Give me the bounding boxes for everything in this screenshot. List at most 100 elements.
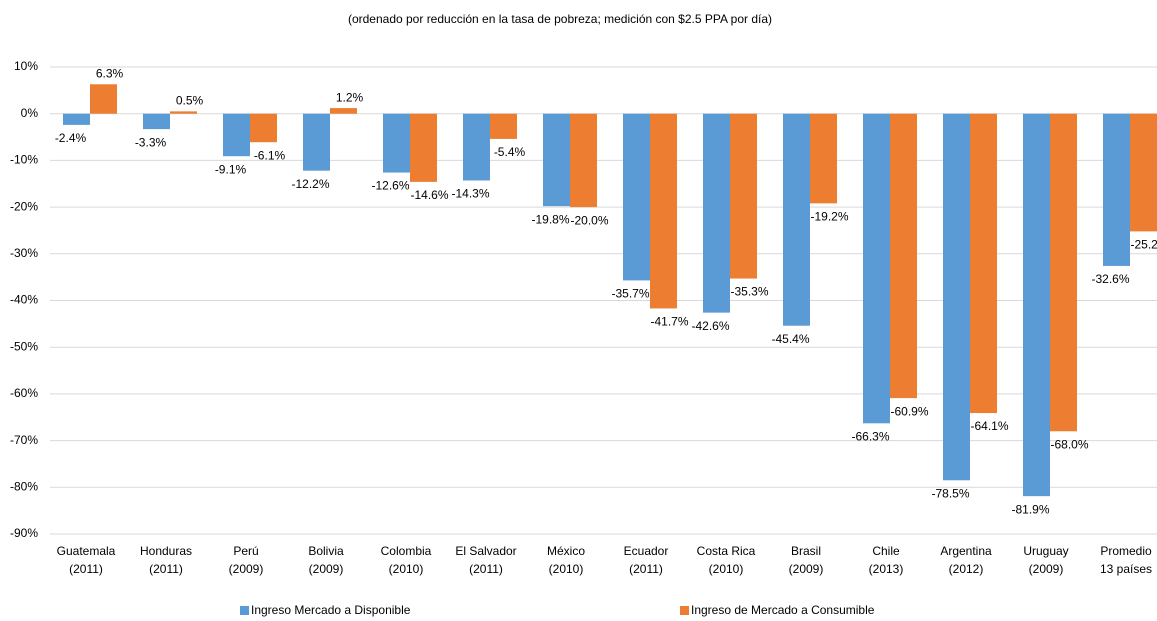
bar <box>143 113 170 130</box>
x-tick-label: Ecuador <box>624 544 669 558</box>
y-tick-label: -20% <box>10 199 38 213</box>
data-label: -45.4% <box>771 332 809 346</box>
y-tick-label: 0% <box>21 106 39 120</box>
data-label: -19.2% <box>810 210 848 224</box>
x-tick-label: (2010) <box>709 562 744 576</box>
x-tick-label: Guatemala <box>57 544 116 558</box>
x-tick-label: El Salvador <box>455 544 516 558</box>
data-label: -64.1% <box>970 419 1008 433</box>
bar <box>223 113 250 157</box>
bar <box>570 113 597 208</box>
x-tick-label: (2013) <box>869 562 904 576</box>
x-tick-label: Bolivia <box>308 544 344 558</box>
bar <box>543 113 570 207</box>
data-label: -66.3% <box>851 429 889 443</box>
bar <box>1103 113 1130 266</box>
bar <box>1023 113 1050 497</box>
x-tick-label: (2009) <box>789 562 824 576</box>
data-label: -60.9% <box>890 404 928 418</box>
x-tick-label: Honduras <box>140 544 192 558</box>
x-tick-label: (2009) <box>229 562 264 576</box>
data-label: -35.3% <box>730 285 768 299</box>
data-label: -14.3% <box>451 187 489 201</box>
bar <box>1130 113 1157 232</box>
x-tick-label: Colombia <box>381 544 432 558</box>
data-label: -25.2% <box>1130 238 1157 252</box>
bar <box>1050 113 1077 432</box>
x-tick-label: (2009) <box>1029 562 1064 576</box>
x-tick-label: 13 países <box>1100 562 1152 576</box>
y-tick-label: -70% <box>10 433 38 447</box>
data-label: -14.6% <box>410 188 448 202</box>
data-label: -12.6% <box>371 179 409 193</box>
x-tick-label: Costa Rica <box>697 544 756 558</box>
bar <box>730 113 757 279</box>
data-label: -32.6% <box>1091 272 1129 286</box>
legend-swatch <box>680 606 689 615</box>
bar <box>490 113 517 139</box>
legend-label: Ingreso Mercado a Disponible <box>251 603 411 617</box>
chart-subtitle: (ordenado por reducción en la tasa de po… <box>348 12 772 26</box>
y-tick-label: -60% <box>10 386 38 400</box>
x-tick-label: (2011) <box>69 562 103 576</box>
data-label: 6.3% <box>96 66 124 80</box>
bar <box>63 113 90 125</box>
data-label: 0.5% <box>176 94 204 108</box>
data-label: -35.7% <box>611 287 649 301</box>
y-tick-label: 10% <box>14 59 38 73</box>
bar <box>250 113 277 143</box>
y-tick-label: -10% <box>10 153 38 167</box>
data-label: -9.1% <box>215 162 247 176</box>
y-tick-label: -40% <box>10 293 38 307</box>
bar <box>383 113 410 173</box>
x-tick-label: México <box>547 544 585 558</box>
data-label: -78.5% <box>931 486 969 500</box>
data-label: -20.0% <box>570 213 608 227</box>
data-label: -2.4% <box>55 131 87 145</box>
x-tick-label: (2011) <box>629 562 663 576</box>
data-label: -42.6% <box>691 319 729 333</box>
data-label: -19.8% <box>531 212 569 226</box>
x-tick-label: Promedio <box>1100 544 1152 558</box>
bar <box>783 113 810 326</box>
data-label: -41.7% <box>650 315 688 329</box>
data-label: -3.3% <box>135 135 167 149</box>
x-tick-label: (2012) <box>949 562 984 576</box>
bar <box>970 113 997 414</box>
y-tick-label: -90% <box>10 526 38 540</box>
x-tick-label: Uruguay <box>1023 544 1068 558</box>
data-label: 1.2% <box>336 90 364 104</box>
bar <box>623 113 650 281</box>
bar <box>303 113 330 171</box>
bar <box>650 113 677 309</box>
x-tick-label: (2009) <box>309 562 344 576</box>
x-tick-label: Brasil <box>791 544 821 558</box>
data-label: -68.0% <box>1050 437 1088 451</box>
x-tick-label: (2010) <box>389 562 424 576</box>
x-tick-label: (2011) <box>469 562 503 576</box>
data-label: -6.1% <box>254 148 286 162</box>
bar <box>330 108 357 114</box>
x-tick-label: Perú <box>233 544 258 558</box>
legend-label: Ingreso de Mercado a Consumible <box>691 603 875 617</box>
data-label: -81.9% <box>1011 502 1049 516</box>
x-tick-label: Argentina <box>940 544 992 558</box>
bar <box>943 113 970 481</box>
y-tick-label: -50% <box>10 339 38 353</box>
bar <box>703 113 730 313</box>
bar <box>810 113 837 204</box>
x-tick-label: (2011) <box>149 562 183 576</box>
bar <box>90 84 117 114</box>
legend-swatch <box>240 606 249 615</box>
y-tick-label: -30% <box>10 246 38 260</box>
bar <box>863 113 890 424</box>
x-tick-label: Chile <box>872 544 900 558</box>
bar <box>463 113 490 181</box>
data-label: -5.4% <box>494 145 526 159</box>
y-tick-label: -80% <box>10 479 38 493</box>
bar <box>890 113 917 399</box>
x-tick-label: (2010) <box>549 562 584 576</box>
data-label: -12.2% <box>291 177 329 191</box>
bar <box>410 113 437 182</box>
